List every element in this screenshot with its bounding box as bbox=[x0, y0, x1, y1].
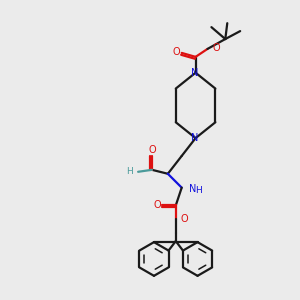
Text: N: N bbox=[189, 184, 196, 194]
Text: H: H bbox=[126, 167, 133, 176]
Text: O: O bbox=[173, 47, 181, 57]
Text: O: O bbox=[181, 214, 188, 224]
Text: N: N bbox=[191, 133, 198, 143]
Text: N: N bbox=[191, 68, 198, 78]
Text: H: H bbox=[196, 186, 202, 195]
Text: O: O bbox=[212, 43, 220, 53]
Text: O: O bbox=[148, 145, 156, 155]
Text: O: O bbox=[153, 200, 161, 211]
